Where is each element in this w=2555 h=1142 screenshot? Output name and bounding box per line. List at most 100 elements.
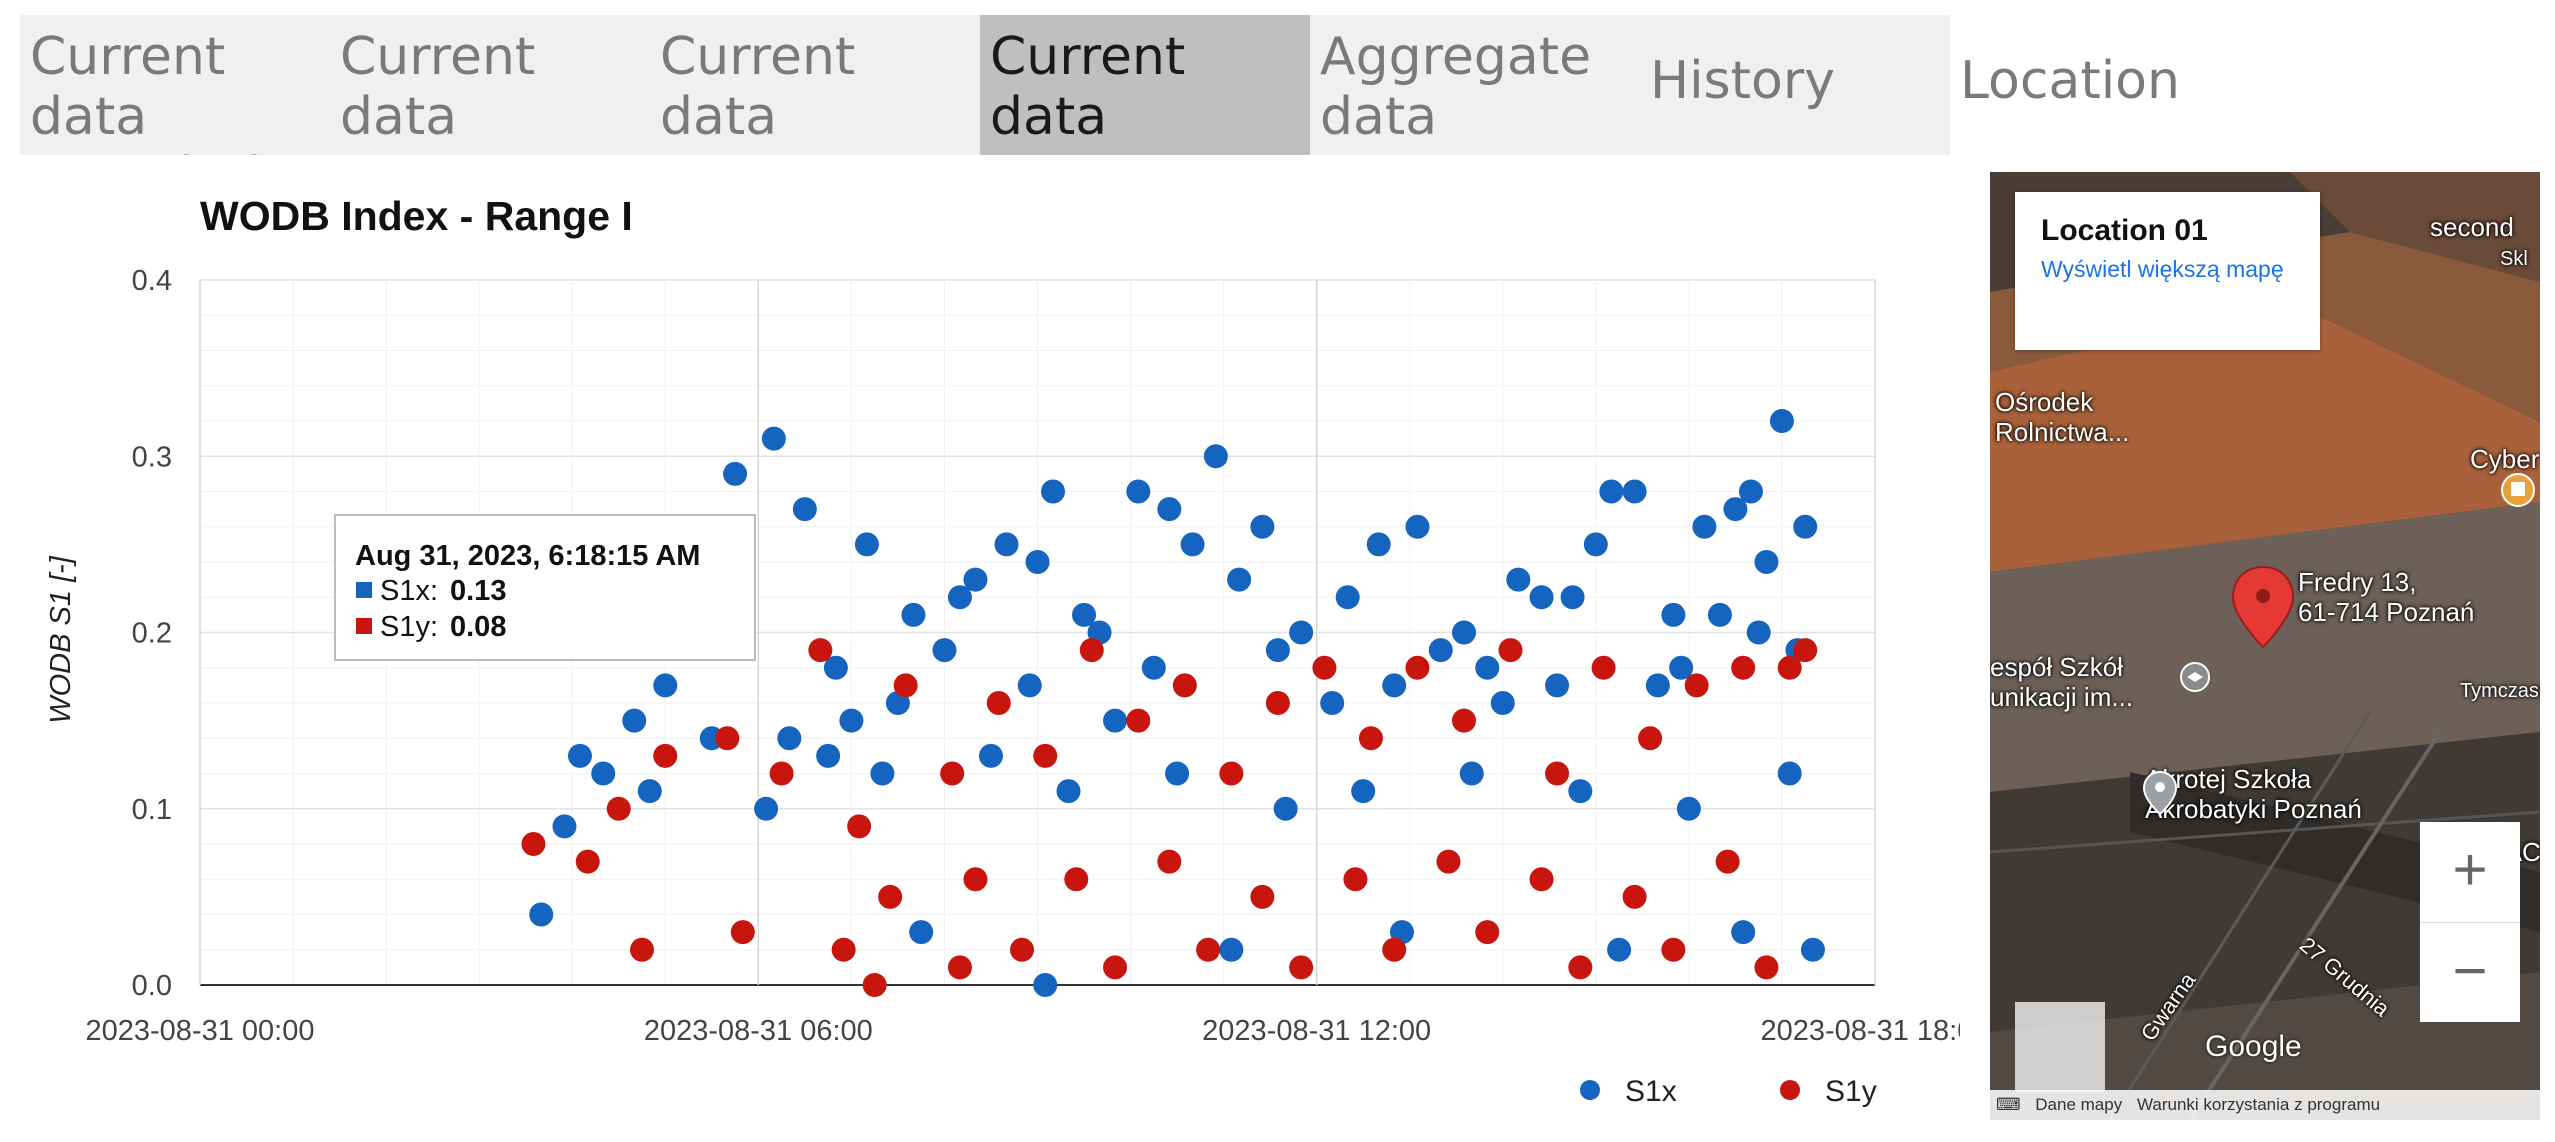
s1x-point[interactable] xyxy=(1676,796,1701,821)
s1y-point[interactable] xyxy=(1358,726,1383,751)
s1x-point[interactable] xyxy=(723,461,748,486)
s1x-point[interactable] xyxy=(1607,937,1632,962)
s1x-point[interactable] xyxy=(792,497,817,522)
s1y-point[interactable] xyxy=(1405,655,1430,680)
s1x-point[interactable] xyxy=(529,902,554,927)
s1y-point[interactable] xyxy=(1103,955,1128,980)
s1y-point[interactable] xyxy=(653,743,678,768)
s1x-point[interactable] xyxy=(1056,779,1081,804)
s1x-point[interactable] xyxy=(1017,673,1042,698)
s1y-point[interactable] xyxy=(630,937,655,962)
s1x-point[interactable] xyxy=(839,708,864,733)
s1y-point[interactable] xyxy=(1475,920,1500,945)
zoom-out-button[interactable]: − xyxy=(2420,922,2520,1022)
s1x-point[interactable] xyxy=(1568,779,1593,804)
s1y-point[interactable] xyxy=(521,832,546,856)
s1y-point[interactable] xyxy=(1436,849,1461,874)
s1y-point[interactable] xyxy=(1172,673,1197,698)
s1x-point[interactable] xyxy=(1157,497,1182,522)
s1x-point[interactable] xyxy=(1529,585,1554,610)
s1y-point[interactable] xyxy=(1638,726,1663,751)
s1x-point[interactable] xyxy=(761,426,786,451)
s1x-point[interactable] xyxy=(1366,532,1391,557)
s1y-point[interactable] xyxy=(1382,937,1407,962)
s1x-point[interactable] xyxy=(963,567,988,592)
s1y-point[interactable] xyxy=(1452,708,1477,733)
s1y-point[interactable] xyxy=(1196,937,1221,962)
s1y-point[interactable] xyxy=(1079,638,1104,663)
tab-aggregate-data[interactable]: Aggregate data xyxy=(1310,15,1640,155)
s1y-point[interactable] xyxy=(940,761,965,786)
s1y-point[interactable] xyxy=(878,884,903,909)
s1x-point[interactable] xyxy=(1335,585,1360,610)
s1x-point[interactable] xyxy=(1382,673,1407,698)
s1y-point[interactable] xyxy=(808,638,833,663)
s1y-point[interactable] xyxy=(1622,884,1647,909)
s1y-point[interactable] xyxy=(1064,867,1089,892)
s1x-point[interactable] xyxy=(1599,479,1624,504)
s1x-point[interactable] xyxy=(1141,655,1166,680)
s1y-point[interactable] xyxy=(1265,691,1290,715)
s1y-point[interactable] xyxy=(769,761,794,786)
s1y-point[interactable] xyxy=(715,726,740,751)
keyboard-shortcuts-icon[interactable]: ⌨ xyxy=(1996,1095,2021,1114)
s1y-point[interactable] xyxy=(862,973,887,997)
s1x-point[interactable] xyxy=(1072,602,1097,627)
location-map[interactable]: Location 01 Wyświetl większą mapę second… xyxy=(1990,172,2540,1120)
s1y-point[interactable] xyxy=(986,691,1011,715)
s1x-point[interactable] xyxy=(1320,691,1345,715)
s1x-point[interactable] xyxy=(1777,761,1802,786)
s1x-point[interactable] xyxy=(1800,937,1825,962)
s1y-point[interactable] xyxy=(1731,655,1756,680)
s1x-point[interactable] xyxy=(1041,479,1066,504)
s1x-point[interactable] xyxy=(1692,514,1717,539)
tab-current-data-description[interactable]: Current data Description xyxy=(20,15,330,155)
s1x-point[interactable] xyxy=(1180,532,1205,557)
s1x-point[interactable] xyxy=(1103,708,1128,733)
s1x-point[interactable] xyxy=(1203,444,1228,469)
s1y-point[interactable] xyxy=(1498,638,1523,663)
s1x-point[interactable] xyxy=(1661,602,1686,627)
s1y-point[interactable] xyxy=(1157,849,1182,874)
s1x-point[interactable] xyxy=(1731,920,1756,945)
s1x-point[interactable] xyxy=(653,673,678,698)
s1x-point[interactable] xyxy=(1506,567,1531,592)
s1x-point[interactable] xyxy=(591,761,616,786)
s1x-point[interactable] xyxy=(1707,602,1732,627)
s1y-point[interactable] xyxy=(1219,761,1244,786)
tab-current-data-vmax[interactable]: Current data Vmax xyxy=(650,15,980,155)
s1x-point[interactable] xyxy=(777,726,802,751)
s1x-point[interactable] xyxy=(1746,620,1771,645)
map-data-link[interactable]: Dane mapy xyxy=(2035,1095,2123,1114)
s1y-point[interactable] xyxy=(1343,867,1368,892)
s1x-point[interactable] xyxy=(1459,761,1484,786)
s1x-point[interactable] xyxy=(870,761,895,786)
s1x-point[interactable] xyxy=(1645,673,1670,698)
s1x-point[interactable] xyxy=(1545,673,1570,698)
s1y-point[interactable] xyxy=(847,814,872,839)
s1x-point[interactable] xyxy=(1227,567,1252,592)
s1y-point[interactable] xyxy=(1289,955,1314,980)
s1y-point[interactable] xyxy=(1715,849,1740,874)
tab-current-data-amax[interactable]: Current data Amax xyxy=(330,15,650,155)
s1y-point[interactable] xyxy=(1777,655,1802,680)
s1x-point[interactable] xyxy=(909,920,934,945)
s1y-point[interactable] xyxy=(575,849,600,874)
s1x-point[interactable] xyxy=(816,743,841,768)
s1x-point[interactable] xyxy=(567,743,592,768)
s1y-point[interactable] xyxy=(1033,743,1058,768)
s1x-point[interactable] xyxy=(854,532,879,557)
s1x-point[interactable] xyxy=(1273,796,1298,821)
s1y-point[interactable] xyxy=(831,937,856,962)
s1x-point[interactable] xyxy=(637,779,662,804)
s1x-point[interactable] xyxy=(1265,638,1290,663)
s1x-point[interactable] xyxy=(978,743,1003,768)
s1y-point[interactable] xyxy=(1754,955,1779,980)
s1y-point[interactable] xyxy=(947,955,972,980)
s1y-point[interactable] xyxy=(1568,955,1593,980)
s1y-point[interactable] xyxy=(1793,638,1818,663)
map-terms-link[interactable]: Warunki korzystania z programu xyxy=(2136,1095,2381,1114)
s1x-point[interactable] xyxy=(1560,585,1585,610)
s1x-point[interactable] xyxy=(947,585,972,610)
s1x-point[interactable] xyxy=(932,638,957,663)
